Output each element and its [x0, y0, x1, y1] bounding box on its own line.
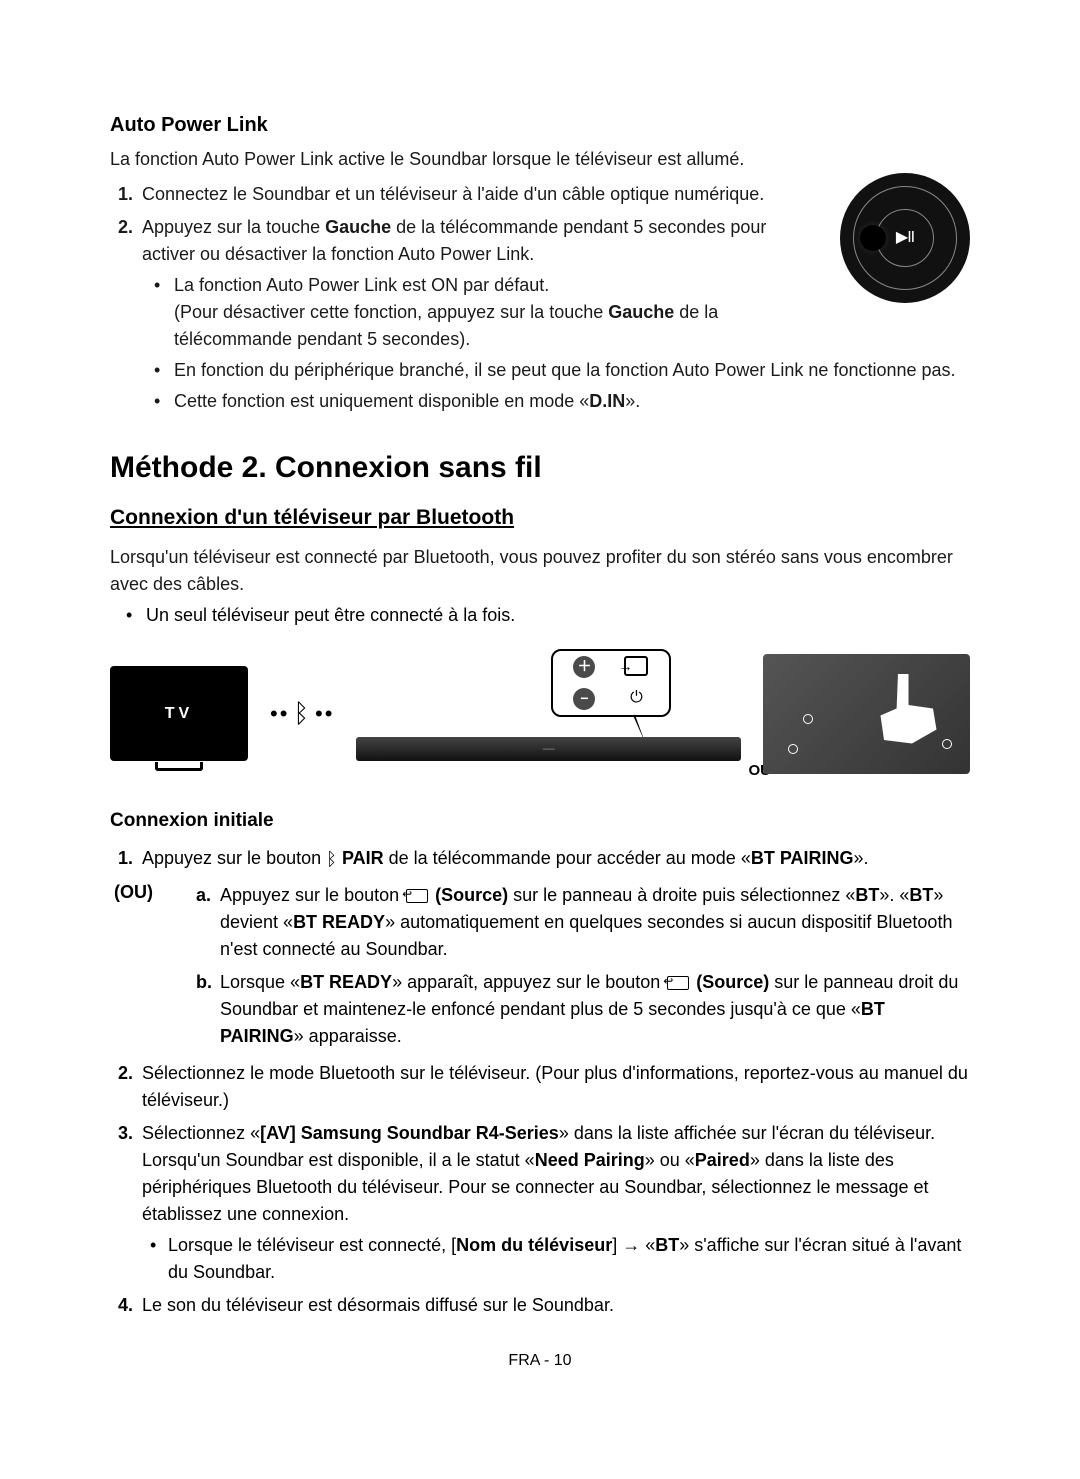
text: Appuyez sur la touche: [142, 217, 325, 237]
bold-text: BT: [855, 885, 879, 905]
text: ] → «: [612, 1235, 655, 1255]
soundbar-icon: ＋ − ⏻ OU: [356, 649, 741, 779]
ci-step-1a: Appuyez sur le bouton (Source) sur le pa…: [220, 882, 970, 963]
ou-marker: (OU): [114, 879, 158, 906]
text: (Pour désactiver cette fonction, appuyez…: [174, 302, 608, 322]
bt-single-tv-note: Un seul téléviseur peut être connecté à …: [144, 602, 970, 629]
bold-text: [AV] Samsung Soundbar R4-Series: [260, 1123, 559, 1143]
ci-step-4: Le son du téléviseur est désormais diffu…: [140, 1292, 970, 1319]
bold-text: Need Pairing: [535, 1150, 645, 1170]
text: Lorsque le téléviseur est connecté, [: [168, 1235, 456, 1255]
bluetooth-link-icon: ••ᛒ••: [270, 694, 334, 733]
panel-callout: ＋ − ⏻: [551, 649, 671, 717]
text: ». «: [879, 885, 909, 905]
touch-panel-illustration: [763, 654, 970, 774]
source-icon: [624, 656, 648, 676]
apl-bullet-mode: Cette fonction est uniquement disponible…: [172, 388, 970, 415]
source-inline-icon: [667, 976, 689, 990]
initial-connection-heading: Connexion initiale: [110, 807, 970, 836]
text: Sélectionnez «: [142, 1123, 260, 1143]
apl-heading: Auto Power Link: [110, 110, 970, 140]
bold-text: (Source): [430, 885, 508, 905]
text: Lorsque «: [220, 972, 300, 992]
text: sur le panneau à droite puis sélectionne…: [508, 885, 855, 905]
ci-step-3-bullet: Lorsque le téléviseur est connecté, [Nom…: [168, 1232, 970, 1286]
bold-text: BT READY: [293, 912, 385, 932]
text: Cette fonction est uniquement disponible…: [174, 391, 589, 411]
source-inline-icon: [406, 889, 428, 903]
bold-text: Paired: [695, 1150, 750, 1170]
apl-step-1: Connectez le Soundbar et un téléviseur à…: [140, 181, 970, 208]
bold-text: (Source): [691, 972, 769, 992]
ci-step-2: Sélectionnez le mode Bluetooth sur le té…: [140, 1060, 970, 1114]
text: » ou «: [645, 1150, 695, 1170]
text: Appuyez sur le bouton: [220, 885, 404, 905]
bold-text: BT: [909, 885, 933, 905]
bluetooth-icon: ᛒ: [326, 849, 337, 869]
text: ».: [854, 848, 869, 868]
apl-step-2: Appuyez sur la touche Gauche de la téléc…: [140, 214, 970, 415]
ci-step-1: Appuyez sur le bouton ᛒ PAIR de la téléc…: [140, 845, 970, 1050]
method2-heading: Méthode 2. Connexion sans fil: [110, 445, 970, 490]
bold-text: Gauche: [325, 217, 391, 237]
apl-intro: La fonction Auto Power Link active le So…: [110, 146, 970, 173]
bold-text: PAIR: [337, 848, 384, 868]
ci-step-1b: Lorsque «BT READY» apparaît, appuyez sur…: [220, 969, 970, 1050]
bold-text: BT READY: [300, 972, 392, 992]
text: ».: [625, 391, 640, 411]
text: » apparaît, appuyez sur le bouton: [392, 972, 665, 992]
bold-text: D.IN: [589, 391, 625, 411]
ci-step-3: Sélectionnez «[AV] Samsung Soundbar R4-S…: [140, 1120, 970, 1286]
text: La fonction Auto Power Link est ON par d…: [174, 275, 549, 295]
connection-diagram: TV ••ᛒ•• ＋ − ⏻ OU: [110, 649, 970, 779]
bold-text: BT PAIRING: [751, 848, 854, 868]
bt-connection-heading: Connexion d'un téléviseur par Bluetooth: [110, 502, 970, 534]
bt-intro: Lorsqu'un téléviseur est connecté par Bl…: [110, 544, 970, 598]
text: Appuyez sur le bouton: [142, 848, 326, 868]
hand-icon: [870, 674, 940, 744]
page-footer: FRA - 10: [110, 1349, 970, 1373]
bold-text: Nom du téléviseur: [456, 1235, 612, 1255]
tv-icon: TV: [110, 666, 248, 761]
bold-text: Gauche: [608, 302, 674, 322]
apl-bullet-default: La fonction Auto Power Link est ON par d…: [172, 272, 970, 353]
volume-down-icon: −: [573, 688, 595, 710]
power-icon: ⏻: [630, 686, 643, 710]
bold-text: BT: [655, 1235, 679, 1255]
text: » apparaisse.: [294, 1026, 402, 1046]
volume-up-icon: ＋: [573, 656, 595, 678]
text: de la télécommande pour accéder au mode …: [384, 848, 751, 868]
apl-bullet-warning: En fonction du périphérique branché, il …: [172, 357, 970, 384]
